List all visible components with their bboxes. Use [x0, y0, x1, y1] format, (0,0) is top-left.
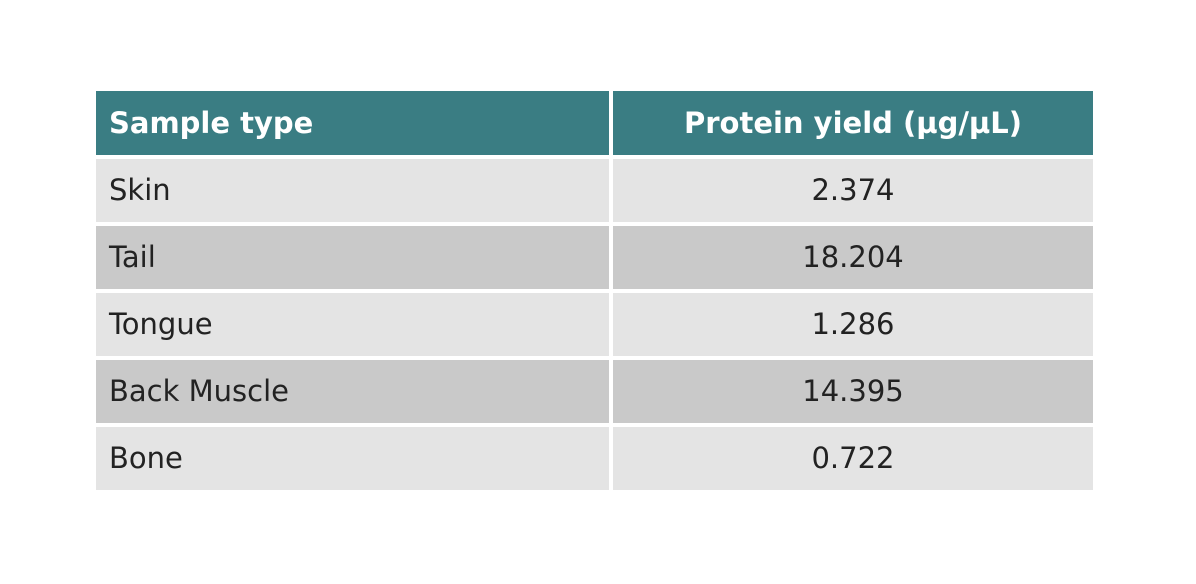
table-row: Skin 2.374: [96, 155, 1093, 226]
table-row: Bone 0.722: [96, 423, 1093, 490]
protein-yield-cell: 1.286: [609, 289, 1093, 360]
column-header-protein-yield: Protein yield (µg/µL): [609, 91, 1093, 159]
table-header-row: Sample type Protein yield (µg/µL): [96, 91, 1093, 159]
table-row: Back Muscle 14.395: [96, 356, 1093, 427]
table-row: Tail 18.204: [96, 222, 1093, 293]
sample-type-cell: Tail: [96, 222, 613, 293]
protein-yield-cell: 2.374: [609, 155, 1093, 226]
protein-yield-cell: 0.722: [609, 423, 1093, 490]
protein-yield-cell: 14.395: [609, 356, 1093, 427]
sample-type-cell: Bone: [96, 423, 613, 490]
table-row: Tongue 1.286: [96, 289, 1093, 360]
column-header-sample-type: Sample type: [96, 91, 613, 159]
protein-yield-table: Sample type Protein yield (µg/µL) Skin 2…: [96, 91, 1093, 490]
sample-type-cell: Skin: [96, 155, 613, 226]
sample-type-cell: Tongue: [96, 289, 613, 360]
sample-type-cell: Back Muscle: [96, 356, 613, 427]
protein-yield-cell: 18.204: [609, 222, 1093, 293]
